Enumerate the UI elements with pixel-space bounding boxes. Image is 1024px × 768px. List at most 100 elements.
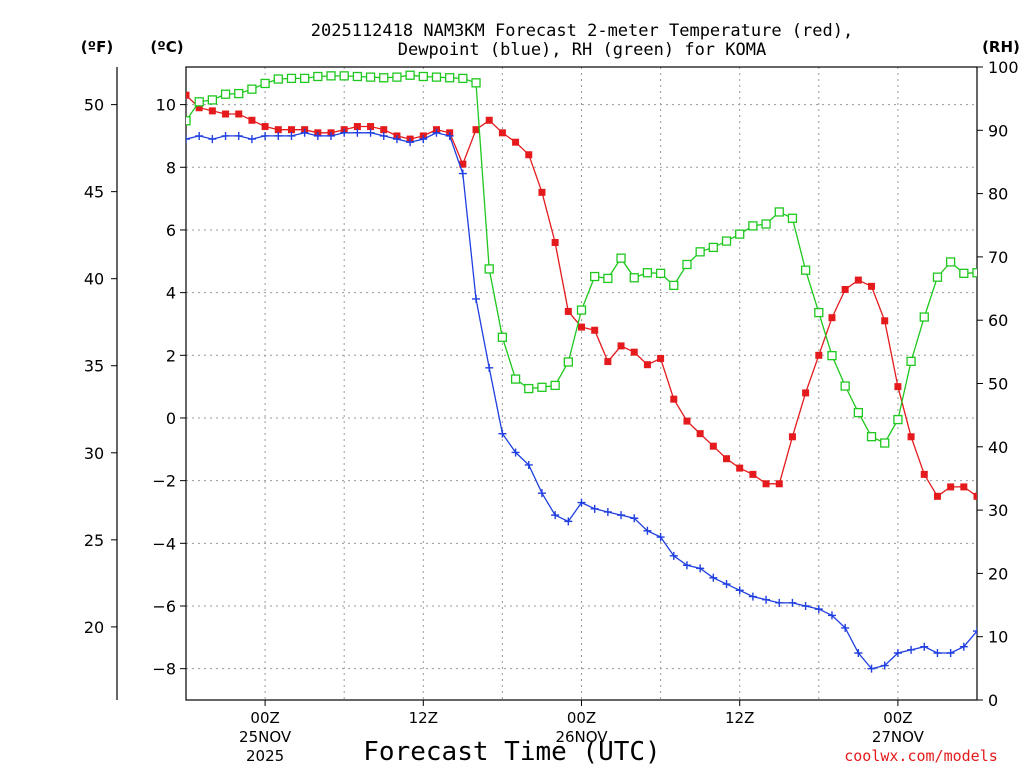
rh-point: [207, 95, 218, 105]
temperature-point: [0, 505, 7, 512]
temperature-point: [630, 348, 638, 356]
dewpoint-point: [630, 514, 639, 523]
dewpoint-point: [485, 363, 494, 372]
rh-point: [0, 211, 8, 219]
rh-point: [247, 84, 257, 94]
rh-point: [959, 268, 969, 279]
temperature-point: [274, 126, 282, 134]
rh-point: [352, 71, 363, 82]
temperature-point: [551, 238, 559, 246]
dewpoint-point: [419, 135, 428, 144]
celsius-tick-label: 8: [166, 158, 176, 177]
fahrenheit-tick-label: 20: [84, 618, 104, 637]
dewpoint-point: [867, 664, 876, 673]
dewpoint-point: [511, 448, 520, 457]
dewpoint-point: [406, 138, 415, 147]
celsius-tick-label: −2: [152, 472, 176, 491]
rh-point: [186, 116, 191, 126]
rh-point: [814, 307, 824, 318]
rh-point: [260, 78, 270, 89]
rh-point: [735, 229, 745, 239]
rh-point: [682, 259, 692, 270]
x-tick-label-year: 2025: [246, 747, 284, 765]
rh-point: [524, 383, 534, 394]
rh-point: [458, 73, 468, 84]
dewpoint-point: [669, 551, 678, 560]
fahrenheit-tick-label: 35: [84, 357, 104, 376]
celsius-tick-label: −4: [152, 534, 176, 553]
dewpoint-point: [261, 131, 270, 140]
celsius-tick-label: −8: [152, 660, 176, 679]
rh-point: [431, 72, 442, 82]
temperature-point: [287, 126, 295, 134]
temperature-point: [248, 116, 256, 124]
rh-point: [642, 268, 653, 278]
temperature-point: [749, 470, 757, 478]
temperature-point: [643, 361, 651, 369]
tick-labels: 20253035404550−8−6−4−2024681001020304050…: [84, 58, 1019, 765]
dewpoint-point: [353, 128, 362, 137]
rh-point: [537, 382, 547, 392]
x-tick-label-date: 25NOV: [239, 728, 292, 746]
rh-point: [972, 268, 977, 278]
temperature-point: [788, 433, 796, 441]
rh-point: [0, 239, 8, 247]
rh-point: [576, 305, 587, 315]
temperature-point: [815, 351, 823, 359]
rh-point: [603, 273, 613, 284]
dewpoint-point: [946, 648, 955, 657]
rh-point: [945, 257, 956, 267]
rh-point: [906, 356, 916, 366]
fahrenheit-tick-label: 30: [84, 444, 104, 463]
rh-point: [273, 74, 283, 84]
dewpoint-point: [445, 131, 454, 140]
temperature-point: [186, 91, 190, 99]
temperature-point: [604, 358, 612, 366]
dewpoint-point: [247, 135, 256, 144]
dewpoint-point: [234, 131, 243, 140]
plot-frame: [185, 66, 978, 701]
rh-point: [695, 247, 705, 257]
rh-point: [629, 273, 639, 283]
temperature-point: [617, 342, 625, 350]
rh-tick-label: 70: [988, 248, 1008, 267]
temperature-point: [920, 470, 928, 478]
dewpoint-point: [854, 648, 863, 657]
temperature-point: [947, 483, 955, 491]
rh-point: [840, 381, 850, 391]
temperature-point: [854, 276, 862, 284]
temperature-point: [353, 123, 361, 131]
dewpoint-point: [208, 135, 217, 144]
temperature-point: [670, 395, 678, 403]
rh-point: [655, 268, 666, 279]
temperature-point: [828, 314, 836, 322]
celsius-tick-label: 2: [166, 346, 176, 365]
rh-point: [721, 236, 732, 246]
dewpoint-point: [498, 429, 507, 438]
rh-point: [932, 272, 943, 282]
dewpoint-point: [788, 598, 797, 607]
dewpoint-point: [287, 131, 296, 140]
rh-point: [365, 72, 376, 82]
dewpoint-point: [195, 131, 204, 140]
rh-point: [299, 73, 310, 84]
temperature-point: [525, 151, 533, 159]
rh-tick-label: 10: [988, 628, 1008, 647]
dewpoint-point: [735, 586, 744, 595]
dewpoint-point: [221, 131, 230, 140]
dewpoint-point: [841, 623, 850, 632]
dewpoint-point: [722, 580, 731, 589]
rh-point: [919, 312, 929, 322]
x-tick-label-date: 27NOV: [872, 728, 925, 746]
dewpoint-point: [682, 561, 691, 570]
credit-label: coolwx.com/models: [844, 747, 998, 765]
dewpoint-point: [893, 648, 902, 657]
x-tick-label-time: 00Z: [250, 709, 279, 727]
temperature-point: [380, 126, 388, 134]
rh-point: [590, 271, 600, 282]
dewpoint-point: [775, 598, 784, 607]
fahrenheit-tick-label: 40: [84, 270, 104, 289]
rh-point: [550, 380, 560, 391]
celsius-axis-unit: (ºC): [150, 38, 183, 56]
